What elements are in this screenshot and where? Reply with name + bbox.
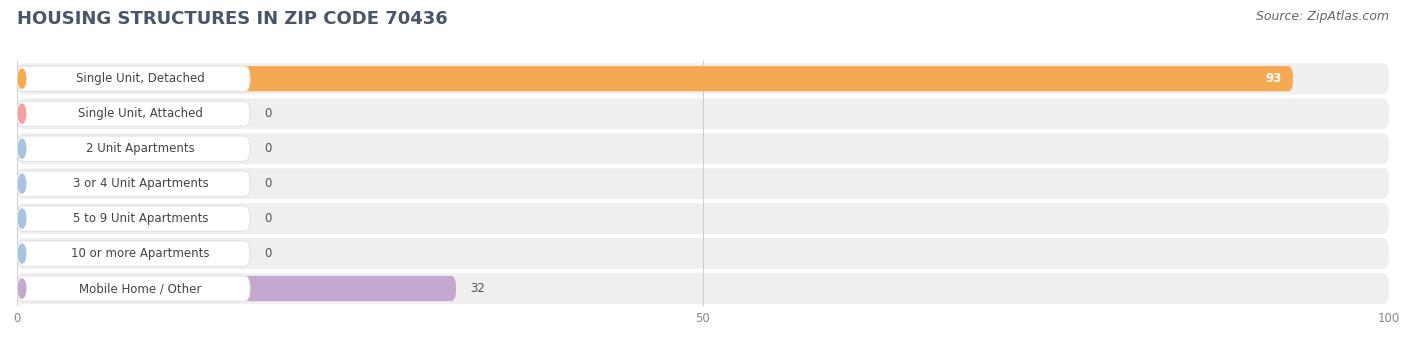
Text: 0: 0 — [264, 177, 271, 190]
FancyBboxPatch shape — [17, 203, 1389, 234]
Circle shape — [18, 139, 25, 158]
Text: Single Unit, Detached: Single Unit, Detached — [76, 72, 205, 85]
Circle shape — [18, 244, 25, 263]
FancyBboxPatch shape — [17, 98, 1389, 129]
Text: 0: 0 — [264, 142, 271, 155]
FancyBboxPatch shape — [17, 168, 1389, 199]
FancyBboxPatch shape — [17, 133, 1389, 164]
Text: 10 or more Apartments: 10 or more Apartments — [72, 247, 209, 260]
FancyBboxPatch shape — [17, 171, 250, 196]
Circle shape — [18, 209, 25, 228]
FancyBboxPatch shape — [17, 276, 250, 301]
FancyBboxPatch shape — [17, 66, 250, 91]
Circle shape — [18, 104, 25, 123]
Text: 32: 32 — [470, 282, 485, 295]
Text: 5 to 9 Unit Apartments: 5 to 9 Unit Apartments — [73, 212, 208, 225]
FancyBboxPatch shape — [17, 276, 456, 301]
FancyBboxPatch shape — [17, 136, 250, 161]
Text: HOUSING STRUCTURES IN ZIP CODE 70436: HOUSING STRUCTURES IN ZIP CODE 70436 — [17, 10, 447, 28]
Circle shape — [18, 174, 25, 193]
FancyBboxPatch shape — [17, 273, 1389, 304]
Circle shape — [18, 279, 25, 298]
Text: 0: 0 — [264, 212, 271, 225]
Text: Single Unit, Attached: Single Unit, Attached — [77, 107, 202, 120]
FancyBboxPatch shape — [17, 206, 250, 231]
FancyBboxPatch shape — [17, 241, 250, 266]
Text: 93: 93 — [1265, 72, 1282, 85]
Text: Mobile Home / Other: Mobile Home / Other — [79, 282, 201, 295]
Circle shape — [18, 69, 25, 88]
FancyBboxPatch shape — [17, 66, 1294, 91]
FancyBboxPatch shape — [17, 238, 1389, 269]
Text: 3 or 4 Unit Apartments: 3 or 4 Unit Apartments — [73, 177, 208, 190]
Text: 0: 0 — [264, 247, 271, 260]
Text: Source: ZipAtlas.com: Source: ZipAtlas.com — [1256, 10, 1389, 23]
FancyBboxPatch shape — [17, 101, 250, 126]
Text: 0: 0 — [264, 107, 271, 120]
FancyBboxPatch shape — [17, 63, 1389, 94]
Text: 2 Unit Apartments: 2 Unit Apartments — [86, 142, 195, 155]
